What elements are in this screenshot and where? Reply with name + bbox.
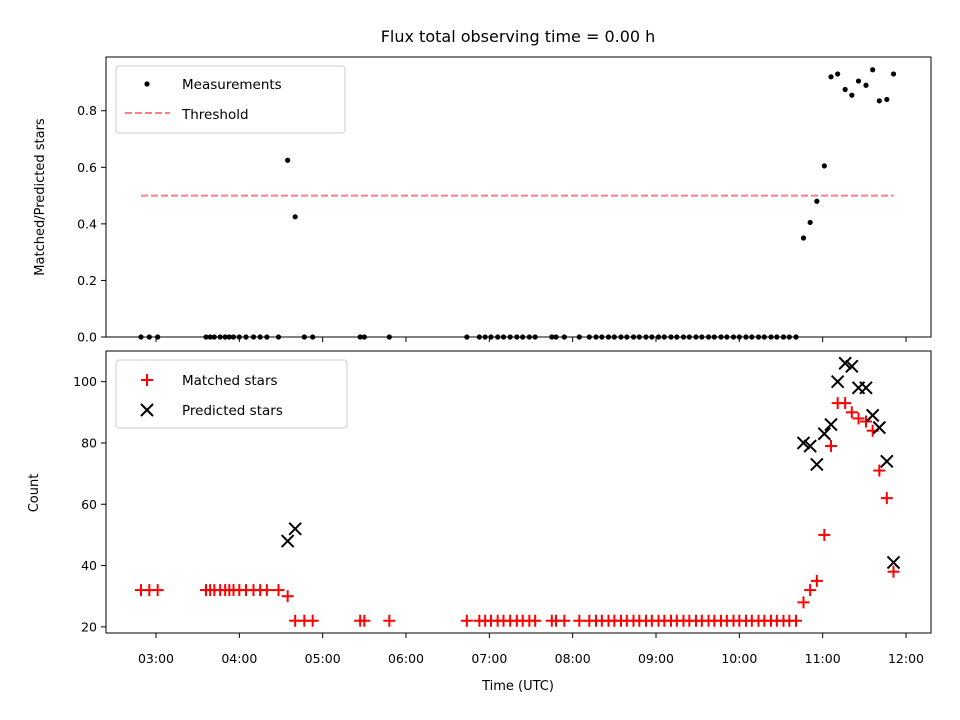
predicted-star-point: [830, 374, 845, 389]
measurement-point: [814, 198, 820, 204]
top-legend: Measurements Threshold: [115, 65, 346, 134]
matched-star-point: [860, 415, 872, 428]
predicted-star-point: [838, 356, 852, 370]
matched-star-point: [460, 614, 473, 627]
x-axis-label: Time (UTC): [481, 679, 554, 694]
matched-star-point: [818, 528, 831, 541]
matched-star-point: [358, 614, 371, 627]
matched-star-point: [845, 406, 858, 419]
matched-star-point: [529, 614, 542, 627]
top-y-tick-label: 0.8: [77, 103, 97, 118]
top-y-ticks: 0.0 0.2 0.4 0.6 0.8: [77, 103, 106, 345]
matched-star-point: [790, 614, 802, 627]
predicted-star-point: [872, 420, 887, 435]
top-axes-frame: [105, 56, 932, 338]
top-y-axis-label: Matched/Predicted stars: [33, 118, 48, 276]
top-y-tick-label: 0.6: [77, 160, 97, 175]
top-plot-area: [138, 67, 897, 340]
matched-star-point: [804, 584, 817, 597]
x-tick-label: 09:00: [638, 651, 674, 666]
matched-star-point: [852, 412, 865, 425]
legend-measurements-label: Measurements: [182, 77, 282, 93]
predicted-star-point: [824, 417, 838, 432]
bottom-x-ticks: 03:00 04:00 05:00 06:00 07:00 08:00 09:00 10:00…: [138, 633, 924, 666]
measurement-point: [285, 157, 291, 163]
matched-star-point: [839, 397, 852, 410]
matched-star-point: [151, 584, 164, 597]
top-y-tick-label: 0.2: [77, 273, 97, 288]
matched-star-point: [887, 565, 900, 578]
legend-predicted-marker: [140, 403, 154, 417]
bottom-y-axis-label: Count: [27, 474, 42, 513]
predicted-star-point: [280, 534, 295, 548]
measurement-point: [821, 163, 827, 169]
measurement-point: [828, 74, 834, 80]
matched-star-point: [873, 464, 886, 477]
bottom-y-tick-label: 40: [81, 558, 97, 573]
matched-star-point: [558, 614, 571, 627]
bottom-panel: 20 40 60 80 100 03:00 04:00 05:00 06:00 07:00 08:…: [27, 350, 932, 694]
x-tick-label: 07:00: [471, 651, 507, 666]
matched-star-point: [260, 584, 273, 597]
matched-star-point: [383, 614, 396, 627]
matched-star-point: [825, 440, 837, 453]
x-tick-label: 12:00: [888, 651, 924, 666]
matched-star-point: [272, 584, 285, 597]
measurement-point: [870, 67, 876, 73]
measurement-point: [807, 219, 813, 226]
predicted-star-point: [810, 457, 824, 472]
top-panel: 0.00.20.40.60.8 Matched/Predicted stars …: [33, 56, 932, 345]
x-tick-label: 04:00: [221, 651, 257, 666]
x-tick-label: 08:00: [555, 651, 591, 666]
bottom-y-tick-label: 20: [81, 619, 97, 634]
predicted-star-point: [865, 408, 880, 423]
top-y-tick-label: 0.0: [77, 330, 97, 345]
predicted-star-point: [886, 555, 901, 570]
measurement-point: [876, 98, 882, 104]
bottom-legend-box: [115, 359, 348, 429]
x-tick-label: 03:00: [138, 651, 174, 666]
legend-matched-label: Matched stars: [182, 373, 278, 389]
measurement-point: [863, 82, 869, 88]
matched-star-point: [306, 614, 319, 627]
chart-title: Flux total observing time = 0.00 h: [381, 27, 656, 46]
measurement-point: [292, 214, 298, 220]
measurement-point: [855, 78, 862, 84]
x-tick-label: 10:00: [721, 651, 757, 666]
predicted-star-point: [803, 439, 817, 453]
measurement-point: [884, 96, 890, 103]
predicted-star-point: [288, 522, 302, 536]
measurement-point: [835, 71, 841, 77]
bottom-legend: Matched stars Predicted stars: [115, 359, 348, 429]
x-tick-label: 11:00: [805, 651, 841, 666]
legend-measurements-marker: [144, 81, 150, 87]
predicted-star-point: [817, 427, 832, 441]
bottom-y-ticks: 20 40 60 80 100: [73, 374, 106, 634]
predicted-star-point: [845, 359, 859, 374]
bottom-plot-area: [135, 356, 901, 627]
matched-star-point: [281, 590, 294, 603]
legend-matched-marker: [141, 374, 153, 386]
matched-star-point: [880, 492, 893, 505]
top-legend-box: [115, 65, 346, 134]
predicted-star-point: [859, 381, 873, 395]
bottom-y-tick-label: 80: [81, 435, 97, 450]
measurement-point: [890, 71, 897, 77]
measurement-point: [849, 92, 855, 98]
matched-star-point: [797, 596, 810, 609]
x-tick-label: 06:00: [388, 651, 424, 666]
legend-threshold-label: Threshold: [181, 107, 249, 123]
predicted-star-point: [796, 436, 811, 450]
bottom-y-tick-label: 60: [81, 497, 97, 512]
measurement-point: [800, 235, 807, 241]
predicted-star-point: [880, 454, 894, 469]
x-tick-label: 05:00: [305, 651, 341, 666]
legend-predicted-label: Predicted stars: [182, 403, 283, 419]
bottom-y-tick-label: 100: [73, 374, 97, 389]
measurement-point: [842, 86, 848, 93]
top-y-tick-label: 0.4: [77, 216, 97, 231]
bottom-axes-frame: [105, 350, 932, 634]
matched-star-point: [810, 574, 823, 587]
